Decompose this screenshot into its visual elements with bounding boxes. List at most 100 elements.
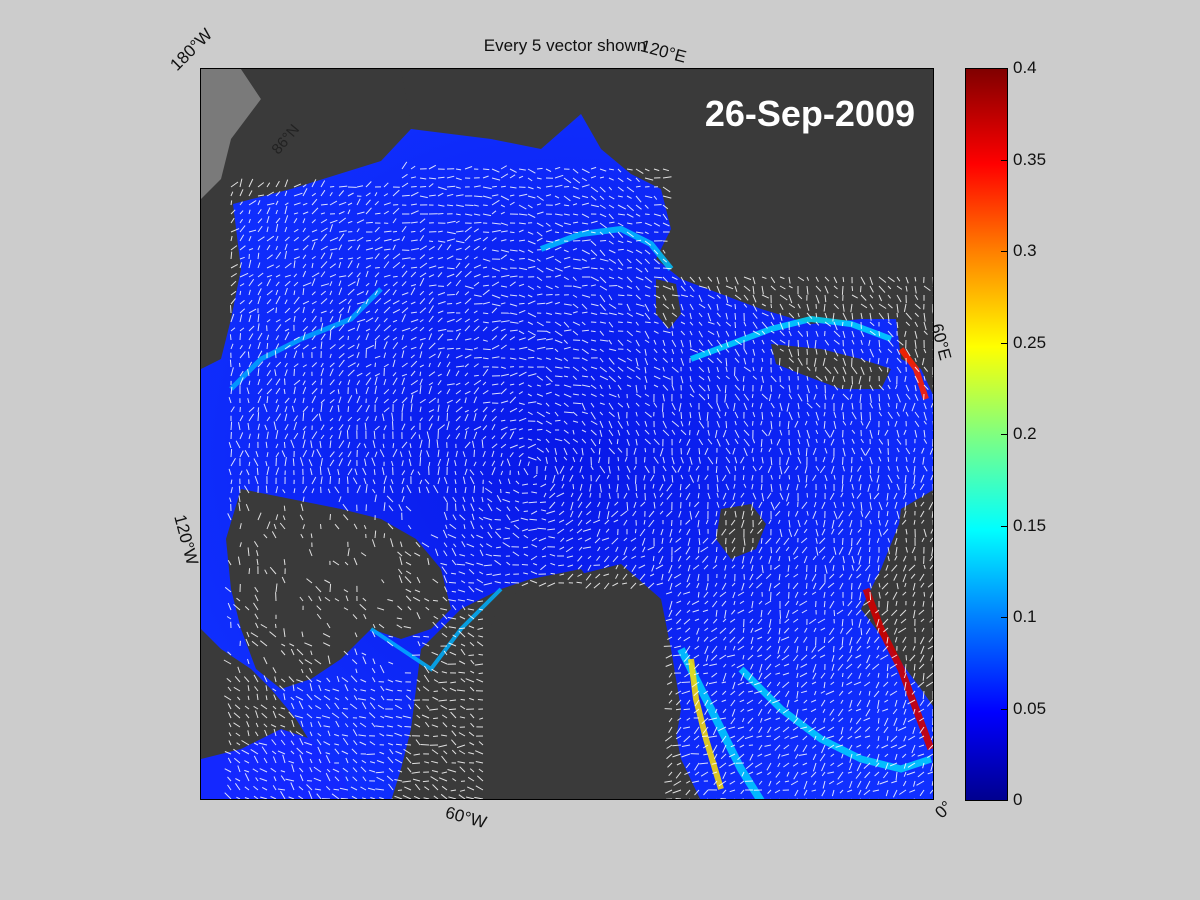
drift-vector	[266, 264, 275, 269]
drift-vector	[903, 510, 907, 518]
drift-vector	[419, 417, 423, 422]
drift-vector	[522, 483, 529, 486]
drift-vector	[635, 420, 640, 426]
drift-vector	[237, 623, 241, 629]
drift-vector	[904, 582, 907, 588]
drift-vector	[290, 750, 295, 755]
drift-vector	[849, 699, 853, 708]
drift-vector	[842, 564, 845, 571]
drift-vector	[764, 600, 772, 605]
drift-vector	[293, 350, 298, 359]
drift-vector	[590, 366, 598, 370]
drift-vector	[911, 744, 916, 754]
drift-vector	[410, 186, 417, 188]
drift-vector	[845, 663, 853, 670]
drift-vector	[479, 549, 484, 557]
drift-vector	[887, 330, 894, 338]
drift-vector	[378, 623, 385, 629]
drift-vector	[491, 168, 500, 173]
drift-vector	[459, 716, 466, 719]
canadian-archipelago	[226, 489, 451, 689]
drift-vector	[570, 510, 574, 518]
drift-vector	[768, 780, 772, 787]
drift-vector	[455, 370, 460, 377]
drift-vector	[473, 426, 482, 431]
drift-vector	[923, 366, 929, 372]
drift-vector	[376, 776, 385, 782]
drift-vector	[626, 438, 630, 446]
drift-vector	[380, 685, 385, 692]
drift-vector	[831, 654, 835, 662]
colorbar-tick-mark	[1001, 159, 1008, 161]
drift-vector	[410, 360, 418, 368]
drift-vector	[744, 735, 754, 740]
drift-vector	[347, 260, 353, 269]
drift-vector	[858, 474, 862, 482]
drift-vector	[698, 321, 703, 326]
drift-vector	[424, 761, 430, 764]
drift-vector	[581, 195, 589, 199]
drift-vector	[521, 528, 529, 532]
drift-vector	[536, 195, 544, 201]
drift-vector	[731, 609, 736, 615]
drift-vector	[239, 415, 244, 422]
drift-vector	[329, 219, 338, 224]
drift-vector	[878, 438, 884, 445]
drift-vector	[433, 795, 439, 799]
drift-vector	[302, 386, 307, 395]
drift-vector	[347, 288, 355, 296]
drift-vector	[911, 483, 916, 490]
drift-vector	[608, 366, 616, 373]
drift-vector	[675, 798, 682, 799]
drift-vector	[899, 789, 907, 795]
drift-vector	[446, 175, 455, 179]
drift-vector	[695, 555, 700, 560]
drift-vector	[258, 742, 268, 746]
drift-vector	[522, 501, 529, 504]
drift-vector	[336, 675, 340, 683]
drift-vector	[466, 786, 475, 791]
drift-vector	[320, 403, 323, 413]
drift-vector	[473, 204, 479, 207]
drift-vector	[397, 551, 403, 557]
drift-vector	[387, 679, 394, 683]
drift-vector	[925, 681, 933, 687]
drift-vector	[722, 672, 727, 682]
drift-vector	[299, 514, 304, 521]
drift-vector	[401, 350, 405, 359]
drift-vector	[804, 465, 808, 474]
drift-vector	[788, 357, 794, 363]
drift-vector	[827, 636, 835, 643]
drift-vector	[830, 438, 835, 446]
drift-vector	[329, 290, 333, 296]
drift-vector	[838, 735, 844, 742]
drift-vector	[784, 618, 790, 624]
drift-vector	[391, 460, 394, 467]
drift-vector	[824, 483, 827, 490]
drift-vector	[476, 678, 484, 683]
drift-vector	[504, 527, 511, 530]
drift-vector	[715, 465, 718, 473]
drift-vector	[794, 789, 799, 797]
drift-vector	[443, 496, 448, 503]
drift-vector	[338, 313, 342, 323]
drift-vector	[696, 627, 700, 635]
drift-vector	[461, 541, 466, 548]
drift-vector	[716, 375, 721, 380]
drift-vector	[374, 297, 382, 305]
drift-vector	[527, 356, 535, 359]
drift-vector	[878, 303, 887, 309]
drift-vector	[518, 417, 527, 422]
drift-vector	[608, 294, 613, 301]
drift-vector	[363, 613, 367, 620]
drift-vector	[518, 239, 526, 242]
drift-vector	[930, 528, 933, 534]
drift-vector	[874, 573, 880, 580]
drift-vector	[737, 753, 745, 761]
drift-vector	[848, 744, 853, 750]
drift-vector	[842, 501, 845, 507]
drift-vector	[468, 731, 475, 737]
drift-vector	[581, 303, 588, 310]
drift-vector	[455, 168, 462, 171]
drift-vector	[860, 420, 864, 426]
